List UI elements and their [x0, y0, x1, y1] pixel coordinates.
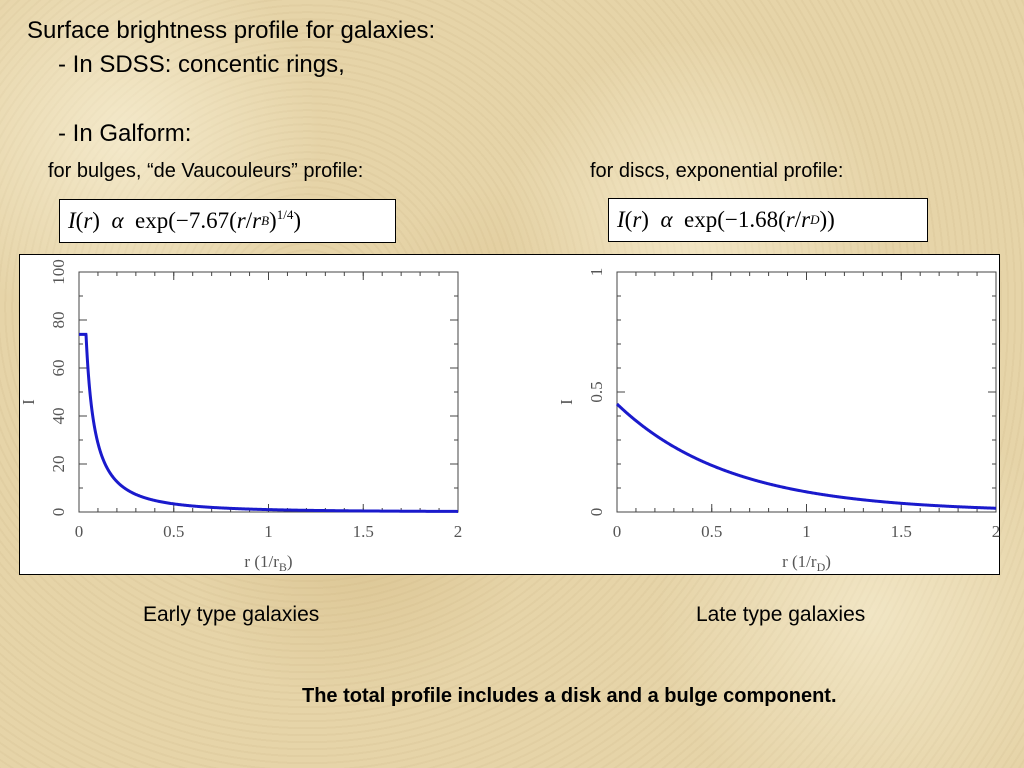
formula-subscript: B — [261, 213, 270, 228]
disc-xtick-label: 0 — [613, 522, 622, 541]
bulge-ytick-label: 80 — [49, 312, 68, 329]
formula-subscript: D — [810, 212, 820, 227]
bulge-ytick-label: 60 — [49, 360, 68, 377]
formula-arg: r — [632, 207, 642, 232]
proportional-symbol: α — [660, 207, 673, 232]
plots-panel: 0 0.5 1 1.5 2 0 20 40 60 80 100 r (1/rB) I 0 0.5 1 1.5 2 0… — [19, 254, 1000, 575]
bulge-ytick-label: 100 — [49, 259, 68, 285]
disc-ytick-label: 0.5 — [587, 381, 606, 402]
disc-ytick-label: 0 — [587, 508, 606, 517]
bulge-xlabel: r (1/rB) — [244, 552, 292, 574]
formula-body: exp(−1.68( — [684, 207, 786, 232]
bulge-ytick-label: 40 — [49, 408, 68, 425]
bulge-profile-label: for bulges, “de Vaucouleurs” profile: — [48, 160, 364, 182]
bulge-xtick-label: 1 — [264, 522, 273, 541]
bulge-ytick-label: 0 — [49, 508, 68, 517]
formula-rsub: r — [252, 208, 262, 233]
formula-close-2: ) — [293, 208, 302, 233]
disc-xtick-label: 2 — [992, 522, 1001, 541]
formula-exponent: 1/4 — [276, 207, 294, 222]
disc-xlabel-main: r (1/r — [782, 552, 817, 571]
disc-ytick-label: 1 — [587, 268, 606, 277]
bulge-xtick-label: 1.5 — [353, 522, 374, 541]
disc-xlabel: r (1/rD) — [782, 552, 831, 574]
bulge-profile-line — [79, 332, 459, 513]
bulge-xtick-label: 0 — [75, 522, 84, 541]
bulge-xtick-label: 0.5 — [163, 522, 184, 541]
bulge-ylabel: I — [20, 399, 38, 405]
proportional-symbol: α — [111, 208, 124, 233]
disc-xtick-label: 1.5 — [891, 522, 912, 541]
formula-slash: / — [245, 208, 253, 233]
formula-r: r — [236, 208, 246, 233]
disc-xlabel-close: ) — [825, 552, 831, 571]
formula-body: exp(−7.67( — [135, 208, 237, 233]
formula-slash: / — [794, 207, 802, 232]
early-type-caption: Early type galaxies — [143, 603, 320, 626]
formula-arg: r — [83, 208, 93, 233]
formula-rsub: r — [801, 207, 811, 232]
disc-xlabel-sub: D — [817, 560, 826, 574]
bulge-plot-frame — [78, 271, 459, 513]
disc-profile-line — [615, 402, 997, 510]
formula-r: r — [785, 207, 795, 232]
disc-profile-label: for discs, exponential profile: — [590, 160, 844, 182]
heading-line-2: - In SDSS: concentic rings, — [58, 51, 345, 78]
bulge-xlabel-close: ) — [287, 552, 293, 571]
disc-xtick-label: 0.5 — [701, 522, 722, 541]
bulge-ytick-label: 20 — [49, 456, 68, 473]
formula-lhs: I — [617, 207, 625, 232]
late-type-caption: Late type galaxies — [696, 603, 866, 626]
bulge-xlabel-sub: B — [279, 560, 287, 574]
bulge-xtick-label: 2 — [454, 522, 463, 541]
disc-xtick-label: 1 — [802, 522, 811, 541]
bulge-xlabel-main: r (1/r — [244, 552, 279, 571]
disc-formula: I(r) α exp(−1.68(r / r D)) — [608, 198, 928, 242]
heading-line-1: Surface brightness profile for galaxies: — [27, 17, 436, 44]
bottom-note: The total profile includes a disk and a … — [302, 685, 837, 707]
bulge-formula: I(r) α exp(−7.67(r / r B) 1/4) — [59, 199, 396, 243]
heading-line-3: - In Galform: — [58, 120, 192, 147]
formula-lhs: I — [68, 208, 76, 233]
disc-plot-frame — [616, 271, 997, 513]
formula-close: )) — [819, 207, 835, 232]
formula-close-1: ) — [269, 208, 277, 233]
disc-ylabel: I — [557, 399, 576, 405]
